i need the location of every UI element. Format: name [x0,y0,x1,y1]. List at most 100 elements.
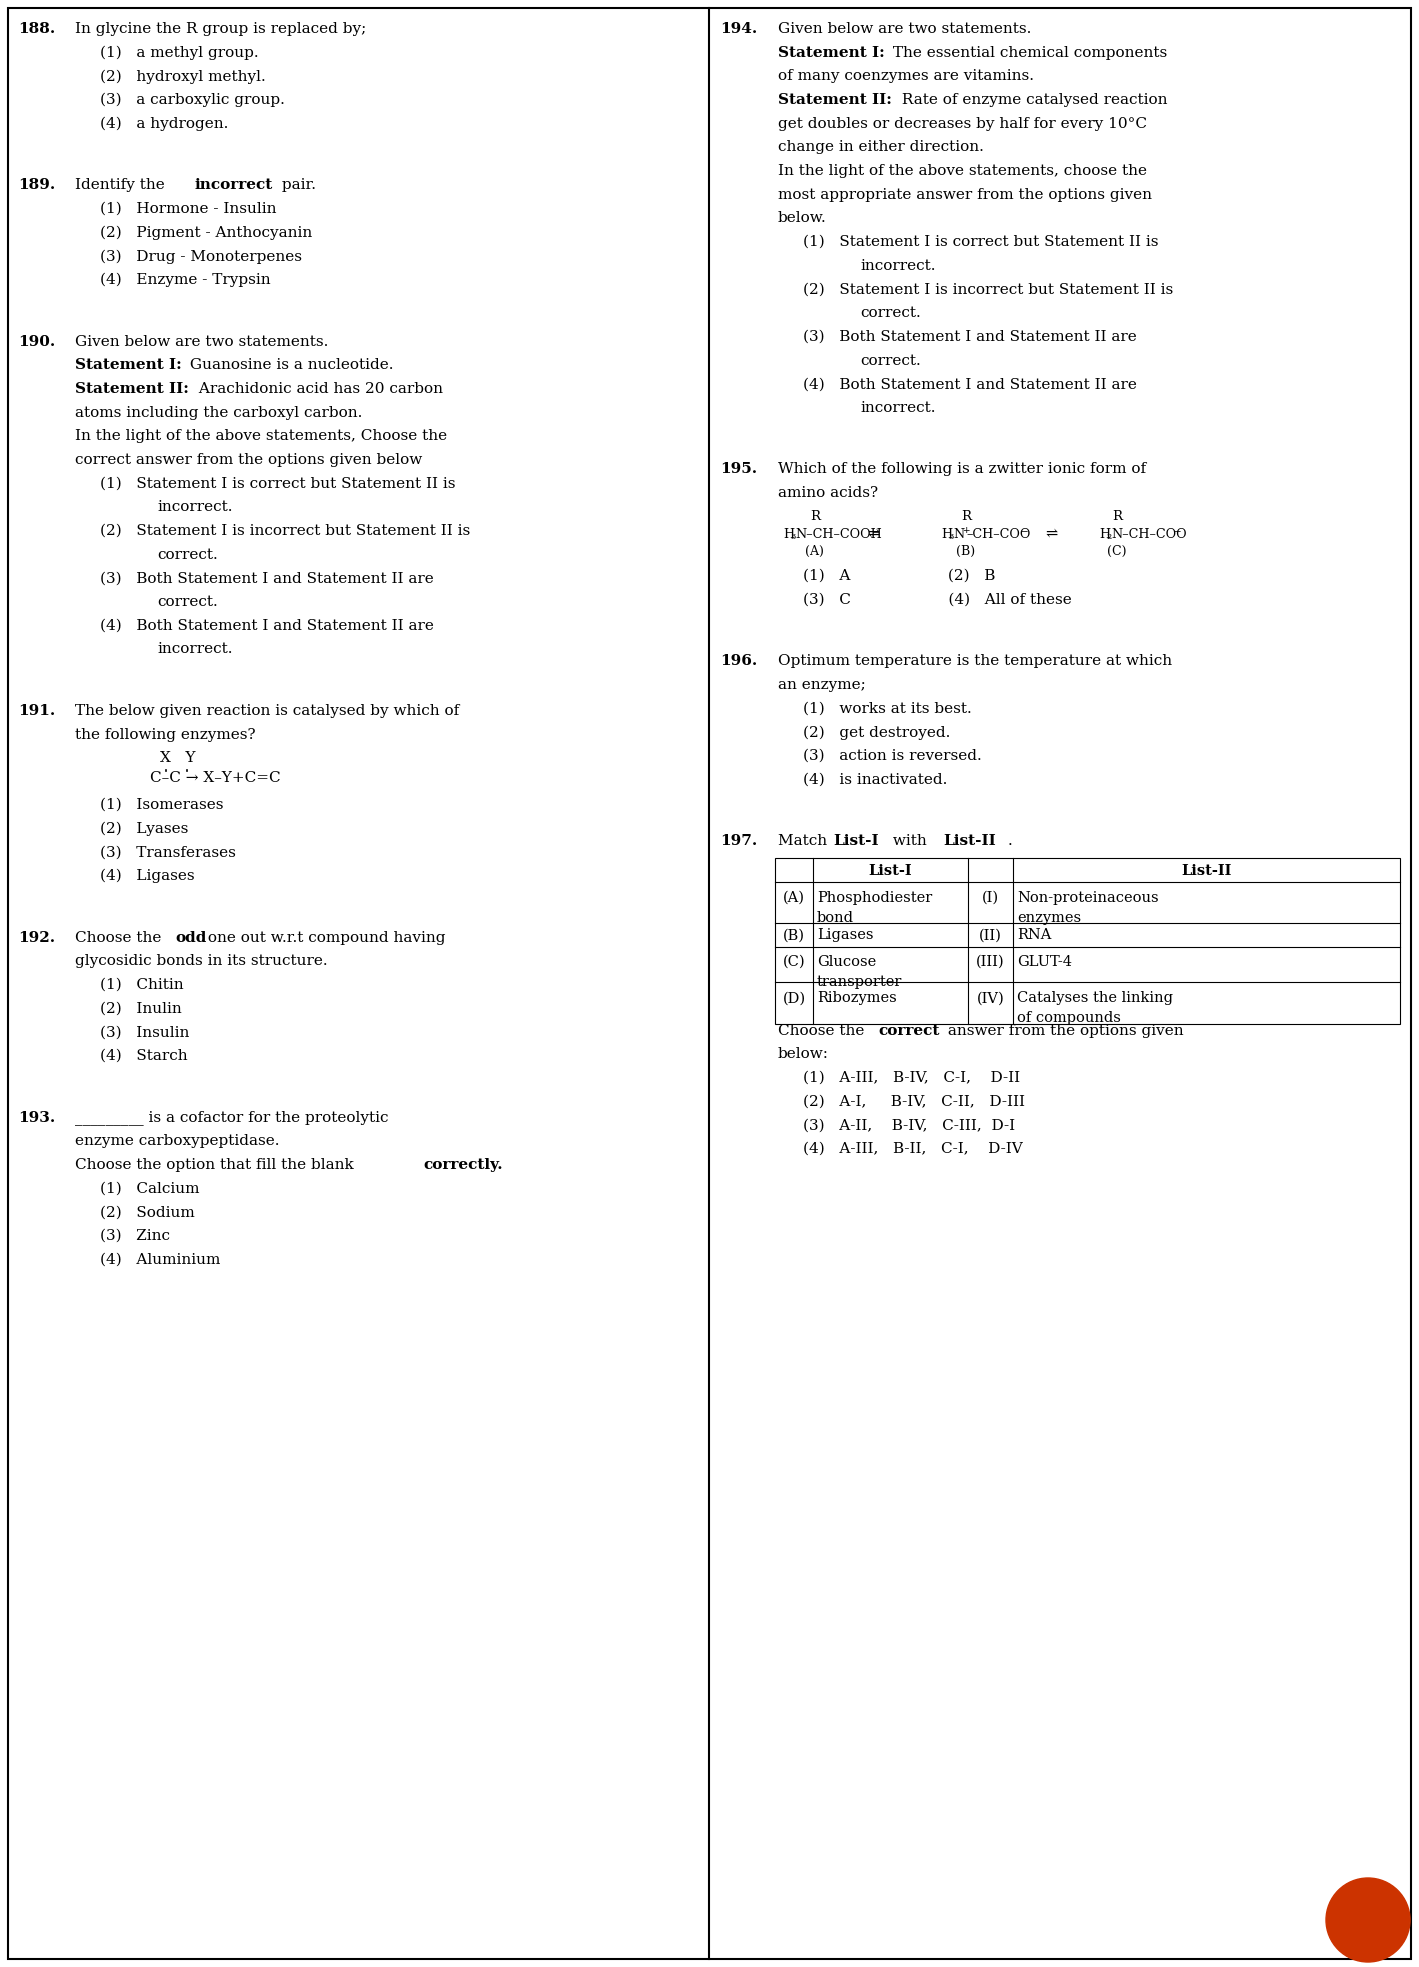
Text: 3: 3 [790,533,796,541]
Text: List-I: List-I [868,864,912,877]
Text: incorrect.: incorrect. [158,643,233,657]
Text: pair.: pair. [277,179,315,193]
Text: (1)   Isomerases: (1) Isomerases [99,799,224,812]
Text: (3)   C                    (4)   All of these: (3) C (4) All of these [803,592,1071,606]
Text: (1)   Chitin: (1) Chitin [99,978,183,991]
Text: 188.: 188. [18,22,55,35]
Text: (IV): (IV) [976,991,1005,1005]
Text: (4)   a hydrogen.: (4) a hydrogen. [99,116,228,132]
Text: (3)   Transferases: (3) Transferases [99,846,236,860]
Text: (3)   Insulin: (3) Insulin [99,1025,189,1039]
Text: N: N [954,527,965,541]
Text: (4)   Ligases: (4) Ligases [99,869,194,883]
Text: correctly.: correctly. [423,1159,502,1172]
Text: Non-proteinaceous: Non-proteinaceous [1017,891,1159,905]
Text: R: R [1112,509,1122,523]
Text: odd: odd [176,930,207,944]
Text: Ligases: Ligases [817,928,874,942]
Text: Statement II:: Statement II: [778,92,893,106]
Bar [775,858,1401,1023]
Text: the following enzymes?: the following enzymes? [75,728,255,742]
Text: transporter: transporter [817,976,902,989]
Text: –CH–COO: –CH–COO [966,527,1030,541]
Text: glycosidic bonds in its structure.: glycosidic bonds in its structure. [75,954,328,968]
Text: correct answer from the options given below: correct answer from the options given be… [75,452,423,466]
Text: (C): (C) [1107,545,1127,559]
Text: incorrect.: incorrect. [860,401,935,415]
Text: (2)   A-I,     B-IV,   C-II,   D-III: (2) A-I, B-IV, C-II, D-III [803,1096,1025,1109]
Text: (C): (C) [783,954,806,968]
Text: (4)   Enzyme - Trypsin: (4) Enzyme - Trypsin [99,273,271,287]
Text: The essential chemical components: The essential chemical components [888,45,1168,59]
Text: (3)   Drug - Monoterpenes: (3) Drug - Monoterpenes [99,250,302,264]
Text: (1)   Hormone - Insulin: (1) Hormone - Insulin [99,203,277,216]
Text: (3)   Both Statement I and Statement II are: (3) Both Statement I and Statement II ar… [803,330,1137,344]
Text: correct.: correct. [158,596,217,610]
Text: (1)   Calcium: (1) Calcium [99,1182,200,1196]
Text: (4)   Both Statement I and Statement II are: (4) Both Statement I and Statement II ar… [803,378,1137,391]
Text: (2)   Lyases: (2) Lyases [99,822,189,836]
Text: +: + [962,527,969,535]
Text: In glycine the R group is replaced by;: In glycine the R group is replaced by; [75,22,366,35]
Text: Arachidonic acid has 20 carbon: Arachidonic acid has 20 carbon [194,382,443,395]
Text: (4)   A-III,   B-II,   C-I,    D-IV: (4) A-III, B-II, C-I, D-IV [803,1143,1023,1157]
Text: C–C → X–Y+C=C: C–C → X–Y+C=C [150,771,281,785]
Text: (2)   Pigment - Anthocyanin: (2) Pigment - Anthocyanin [99,226,312,240]
Text: (3)   Zinc: (3) Zinc [99,1229,170,1243]
Text: (4)   Starch: (4) Starch [99,1048,187,1062]
Text: 196.: 196. [719,655,758,669]
Text: atoms including the carboxyl carbon.: atoms including the carboxyl carbon. [75,405,362,419]
Text: H: H [941,527,952,541]
Text: R: R [961,509,971,523]
Text: enzyme carboxypeptidase.: enzyme carboxypeptidase. [75,1135,280,1149]
Text: (III): (III) [976,954,1005,968]
Text: RNA: RNA [1017,928,1051,942]
Text: amino acids?: amino acids? [778,486,878,500]
Text: (2)   Statement I is incorrect but Statement II is: (2) Statement I is incorrect but Stateme… [99,523,470,539]
Text: (A): (A) [805,545,824,559]
Text: change in either direction.: change in either direction. [778,140,983,153]
Text: (B): (B) [783,928,805,942]
Text: correct.: correct. [860,354,921,368]
Text: 197.: 197. [719,834,758,848]
Text: 191.: 191. [18,704,55,718]
Text: one out w.r.t compound having: one out w.r.t compound having [203,930,446,944]
Text: (I): (I) [982,891,999,905]
Text: most appropriate answer from the options given: most appropriate answer from the options… [778,187,1152,203]
Text: get doubles or decreases by half for every 10°C: get doubles or decreases by half for eve… [778,116,1147,130]
Text: Statement II:: Statement II: [75,382,189,395]
Text: In the light of the above statements, Choose the: In the light of the above statements, Ch… [75,429,447,443]
Text: ⇌: ⇌ [1046,527,1059,541]
Text: _________ is a cofactor for the proteolytic: _________ is a cofactor for the proteoly… [75,1111,389,1125]
Text: R: R [810,509,820,523]
Text: below.: below. [778,210,827,226]
Text: (3)   a carboxylic group.: (3) a carboxylic group. [99,92,285,108]
Text: Statement I:: Statement I: [778,45,885,59]
Text: 195.: 195. [719,462,758,476]
Text: (II): (II) [979,928,1002,942]
Text: ⇌: ⇌ [868,527,880,541]
Text: N–CH–COO: N–CH–COO [1111,527,1188,541]
Text: Statement I:: Statement I: [75,358,182,372]
Text: GLUT-4: GLUT-4 [1017,954,1071,968]
Text: with: with [888,834,932,848]
Text: .: . [1007,834,1012,848]
Circle shape [1325,1878,1410,1961]
Text: (2)   get destroyed.: (2) get destroyed. [803,726,951,740]
Text: Given below are two statements.: Given below are two statements. [778,22,1032,35]
Text: 2: 2 [1107,533,1112,541]
Text: 18: 18 [1348,1906,1388,1934]
Text: (1)   A-III,   B-IV,   C-I,    D-II: (1) A-III, B-IV, C-I, D-II [803,1072,1020,1086]
Text: 190.: 190. [18,334,55,348]
Text: Rate of enzyme catalysed reaction: Rate of enzyme catalysed reaction [897,92,1168,106]
Text: incorrect.: incorrect. [158,500,233,513]
Text: Which of the following is a zwitter ionic form of: Which of the following is a zwitter ioni… [778,462,1147,476]
Text: Phosphodiester: Phosphodiester [817,891,932,905]
Text: 192.: 192. [18,930,55,944]
Text: The below given reaction is catalysed by which of: The below given reaction is catalysed by… [75,704,460,718]
Text: Identify the: Identify the [75,179,170,193]
Text: (2)   hydroxyl methyl.: (2) hydroxyl methyl. [99,69,265,85]
Text: Glucose: Glucose [817,954,877,968]
Text: (1)   A                    (2)   B: (1) A (2) B [803,568,995,582]
Text: (1)   Statement I is correct but Statement II is: (1) Statement I is correct but Statement… [803,236,1158,250]
